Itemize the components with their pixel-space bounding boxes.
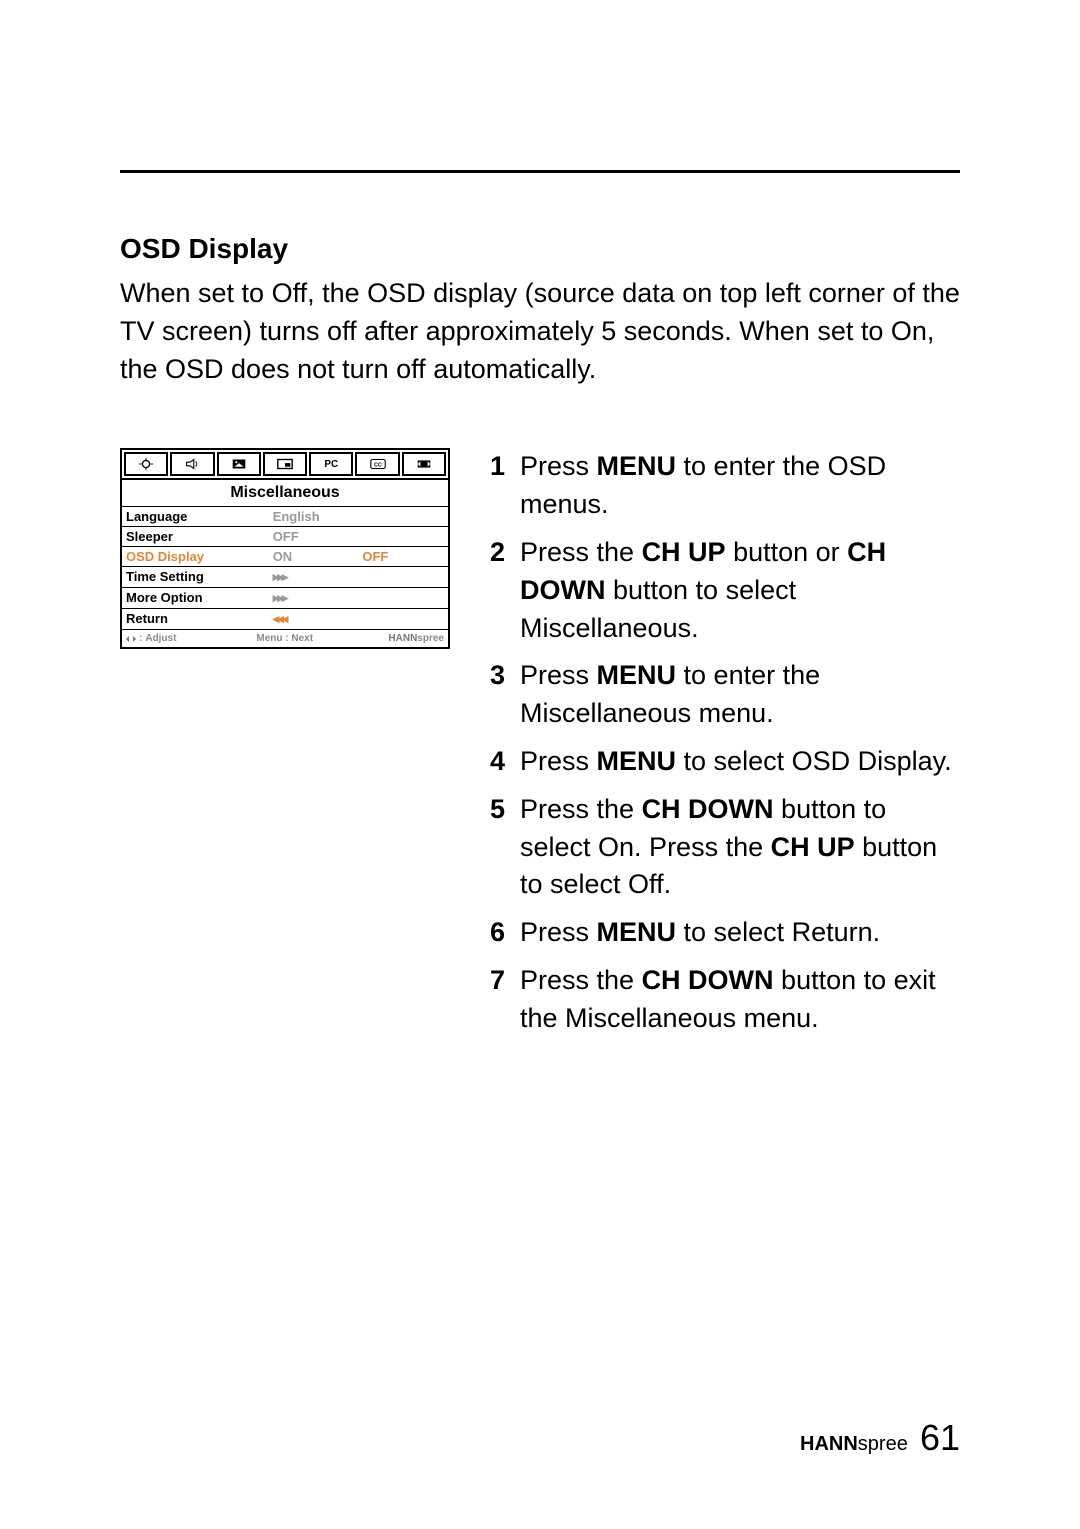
t: MENU (597, 917, 677, 947)
page-footer: HANNspree 61 (800, 1417, 960, 1459)
section-title: OSD Display (120, 233, 960, 265)
t: CH DOWN (642, 794, 774, 824)
content-columns: PC CC Miscellaneous Language English Sle… (120, 448, 960, 1047)
osd-figure: PC CC Miscellaneous Language English Sle… (120, 448, 450, 1047)
t: CH UP (771, 832, 855, 862)
osd-footer-next: Menu : Next (252, 630, 366, 647)
osd-value2: OFF (358, 547, 448, 566)
t: button or (726, 537, 848, 567)
step-7: Press the CH DOWN button to exit the Mis… (490, 962, 960, 1038)
brand-rest: spree (858, 1433, 908, 1455)
t: Press (520, 660, 597, 690)
tab-audio-icon (170, 452, 214, 476)
osd-footer-adjust: : Adjust (122, 630, 252, 647)
section-intro: When set to Off, the OSD display (source… (120, 275, 960, 388)
osd-row-time-setting: Time Setting ▸▸▸ (122, 566, 448, 587)
tab-brightness-icon (124, 452, 168, 476)
arrows-icon (126, 635, 136, 643)
osd-title: Miscellaneous (122, 480, 448, 506)
osd-row-language: Language English (122, 506, 448, 526)
colon-text: : (139, 633, 142, 644)
top-rule (120, 170, 960, 173)
osd-tabs: PC CC (122, 450, 448, 480)
footer-brand: HANNspree (800, 1433, 908, 1455)
brand-bold: HANN (800, 1433, 858, 1455)
t: CH UP (642, 537, 726, 567)
osd-value: ▸▸▸ (269, 567, 359, 587)
svg-text:CC: CC (374, 463, 382, 469)
osd-value: OFF (269, 527, 359, 546)
osd-value2 (358, 609, 448, 629)
t: Press (520, 451, 597, 481)
osd-row-sleeper: Sleeper OFF (122, 526, 448, 546)
osd-value2 (358, 507, 448, 526)
t: Press the (520, 965, 642, 995)
step-2: Press the CH UP button or CH DOWN button… (490, 534, 960, 647)
manual-page: OSD Display When set to Off, the OSD dis… (0, 0, 1080, 1529)
osd-row-more-option: More Option ▸▸▸ (122, 587, 448, 608)
osd-row-return: Return ◂◂◂ (122, 608, 448, 629)
osd-row-osd-display: OSD Display ON OFF (122, 546, 448, 566)
osd-label: Language (122, 507, 269, 526)
osd-value: English (269, 507, 359, 526)
step-4: Press MENU to select OSD Display. (490, 743, 960, 781)
t: MENU (597, 451, 677, 481)
step-3: Press MENU to enter the Miscellaneous me… (490, 657, 960, 733)
osd-label: Sleeper (122, 527, 269, 546)
tab-cc-icon: CC (355, 452, 399, 476)
tab-pip-icon (263, 452, 307, 476)
osd-value: ◂◂◂ (269, 609, 359, 629)
steps-list: Press MENU to enter the OSD menus. Press… (490, 448, 960, 1037)
adjust-text: Adjust (145, 633, 176, 644)
osd-value: ON (269, 547, 359, 566)
osd-label: OSD Display (122, 547, 269, 566)
step-6: Press MENU to select Return. (490, 914, 960, 952)
brand-rest: spree (417, 633, 444, 644)
t: to select OSD Display. (676, 746, 952, 776)
step-1: Press MENU to enter the OSD menus. (490, 448, 960, 524)
osd-footer-brand: HANNspree (366, 630, 448, 647)
osd-value2 (358, 527, 448, 546)
osd-menu: PC CC Miscellaneous Language English Sle… (120, 448, 450, 649)
osd-value2 (358, 588, 448, 608)
page-number: 61 (920, 1417, 960, 1458)
t: MENU (597, 746, 677, 776)
tab-picture-icon (217, 452, 261, 476)
tab-pc: PC (309, 452, 353, 476)
step-5: Press the CH DOWN button to select On. P… (490, 791, 960, 904)
osd-label: More Option (122, 588, 269, 608)
steps-column: Press MENU to enter the OSD menus. Press… (490, 448, 960, 1047)
t: Press (520, 746, 597, 776)
t: MENU (597, 660, 677, 690)
tab-aspect-icon (402, 452, 446, 476)
t: to select Return. (676, 917, 880, 947)
osd-footer: : Adjust Menu : Next HANNspree (122, 629, 448, 647)
tab-pc-label: PC (324, 459, 338, 470)
osd-value2 (358, 567, 448, 587)
osd-label: Time Setting (122, 567, 269, 587)
t: Press the (520, 794, 642, 824)
t: Press the (520, 537, 642, 567)
t: CH DOWN (642, 965, 774, 995)
osd-label: Return (122, 609, 269, 629)
osd-value: ▸▸▸ (269, 588, 359, 608)
brand-bold: HANN (388, 633, 417, 644)
t: Press (520, 917, 597, 947)
